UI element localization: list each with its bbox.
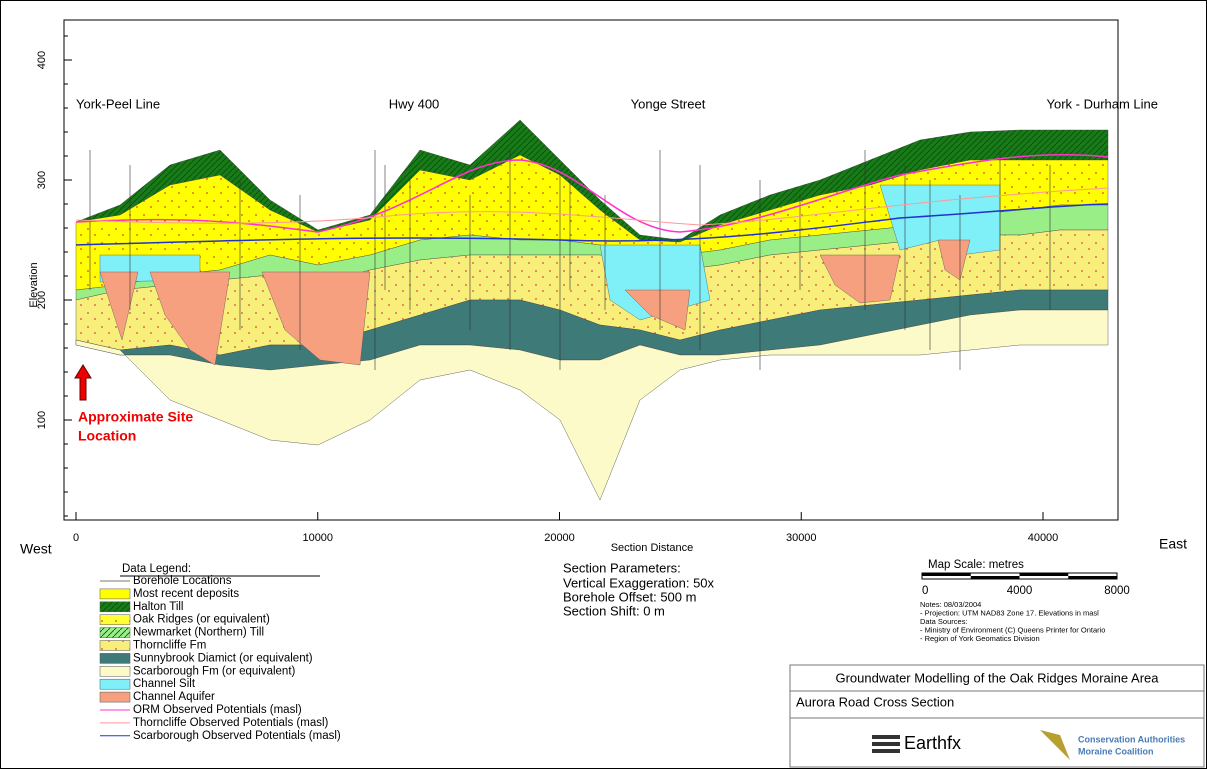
earthfx-logo: [872, 735, 900, 753]
x-tick-label: 30000: [786, 532, 817, 544]
annotation: Location: [78, 428, 136, 444]
page: Elevation Section Distance West East Yor…: [0, 0, 1207, 769]
legend-swatch-hatch: [100, 628, 130, 638]
params-line: Section Shift: 0 m: [563, 603, 665, 618]
west-label: West: [20, 541, 52, 557]
place-label: Hwy 400: [389, 96, 440, 111]
legend-label: Thorncliffe Fm: [133, 640, 206, 652]
cross-section: [76, 120, 1108, 500]
annotation: Approximate Site: [78, 409, 193, 425]
site-arrow: [75, 365, 91, 400]
x-tick-label: 40000: [1028, 532, 1059, 544]
scale-label: 8000: [1104, 585, 1130, 597]
legend-swatch: [100, 679, 130, 689]
legend-label: Thorncliffe Observed Potentials (masl): [133, 717, 329, 729]
scale-label: 4000: [1007, 585, 1033, 597]
y-tick-label: 100: [36, 411, 48, 429]
legend-label: Channel Silt: [133, 678, 196, 690]
legend-swatch: [100, 653, 130, 663]
scale-segment: [1020, 573, 1069, 576]
east-label: East: [1159, 536, 1187, 552]
title-block: Groundwater Modelling of the Oak Ridges …: [790, 665, 1204, 767]
scale-bar: 0 4000 8000: [922, 573, 1130, 597]
legend-swatch-dots: [100, 641, 130, 651]
params-line: Vertical Exaggeration: 50x: [563, 575, 715, 590]
project-title: Groundwater Modelling of the Oak Ridges …: [835, 670, 1159, 685]
legend-label: Oak Ridges (or equivalent): [133, 614, 270, 626]
y-tick-label: 400: [36, 51, 48, 69]
legend-label: Scarborough Observed Potentials (masl): [133, 730, 341, 742]
place-label: York-Peel Line: [76, 96, 160, 111]
legend-label: Newmarket (Northern) Till: [133, 627, 264, 639]
params-line: Borehole Offset: 500 m: [563, 589, 696, 604]
legend-swatch: [100, 589, 130, 599]
note-line: - Region of York Geomatics Division: [920, 634, 1040, 643]
x-tick-label: 20000: [544, 532, 575, 544]
logo-right: Moraine Coalition: [1078, 746, 1154, 756]
scale-segment: [922, 573, 971, 576]
legend-label: Halton Till: [133, 601, 184, 613]
notes: Notes: 08/03/2004- Projection: UTM NAD83…: [920, 600, 1105, 643]
place-label: Yonge Street: [631, 96, 706, 111]
legend-swatch-hatch: [100, 602, 130, 612]
x-axis-label: Section Distance: [611, 542, 694, 554]
scale-segment: [1068, 576, 1117, 579]
legend-swatch: [100, 692, 130, 702]
legend-title: Data Legend:: [122, 563, 191, 575]
logo-left: Earthfx: [904, 733, 961, 753]
logo-right: Conservation Authorities: [1078, 734, 1185, 744]
y-tick-label: 300: [36, 171, 48, 189]
legend-swatch-dots: [100, 615, 130, 625]
legend-label: Borehole Locations: [133, 575, 232, 587]
place-label: York - Durham Line: [1046, 96, 1158, 111]
scale-segment: [971, 576, 1020, 579]
legend-label: ORM Observed Potentials (masl): [133, 704, 302, 716]
section-title: Aurora Road Cross Section: [796, 694, 954, 709]
x-tick-label: 10000: [302, 532, 333, 544]
scale-title: Map Scale: metres: [928, 559, 1024, 571]
scale-label: 0: [922, 585, 928, 597]
params-title: Section Parameters:: [563, 560, 681, 575]
legend-swatch: [100, 666, 130, 676]
y-tick-label: 200: [36, 291, 48, 309]
legend-label: Sunnybrook Diamict (or equivalent): [133, 652, 313, 664]
x-tick-label: 0: [73, 532, 79, 544]
legend-label: Scarborough Fm (or equivalent): [133, 665, 296, 677]
legend-label: Most recent deposits: [133, 588, 239, 600]
legend-label: Channel Aquifer: [133, 691, 215, 703]
